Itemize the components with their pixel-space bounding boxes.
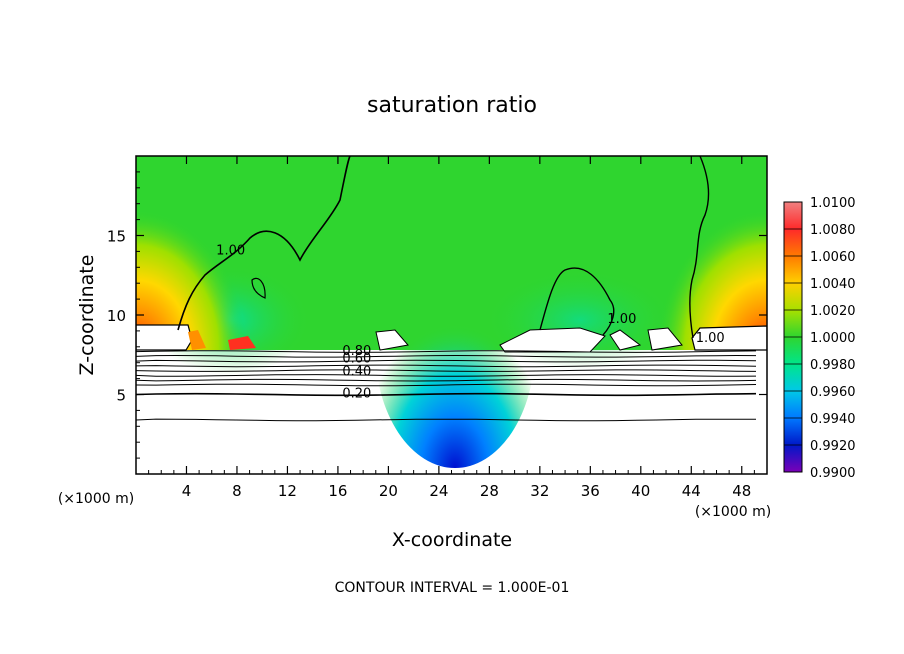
- contour-1-00-a: [177, 156, 351, 331]
- contour-label: 0.20: [342, 387, 371, 402]
- x-tick-label: 32: [530, 482, 549, 500]
- colorbar-labels: 1.0100 1.0080 1.0060 1.0040 1.0020 1.0000 0.99…: [784, 196, 856, 481]
- x-tick-label: 16: [328, 482, 347, 500]
- y-tick-label: 5: [116, 387, 126, 405]
- colorbar-label: 1.0100: [810, 196, 856, 211]
- contour-line: [136, 418, 757, 422]
- contour-line: [136, 378, 757, 382]
- red-patch-2: [188, 330, 206, 350]
- x-tick-label: 28: [480, 482, 499, 500]
- y-tick-label: 10: [107, 307, 126, 325]
- contour-line: [136, 364, 757, 368]
- x-tick-label: 44: [682, 482, 701, 500]
- contour-label: 0.80: [342, 344, 371, 359]
- contour-line: [136, 374, 757, 377]
- contour-line: [136, 359, 757, 363]
- contour-line: [136, 350, 757, 353]
- contour-label: 1.00: [216, 244, 245, 259]
- blue-minimum: [375, 228, 535, 468]
- x-tick-label: 20: [379, 482, 398, 500]
- contour-line: [136, 354, 757, 358]
- low-contours: [136, 350, 757, 422]
- y-axis-label: Z-coordinate: [76, 255, 98, 376]
- contour-1-00-c: [689, 156, 710, 339]
- x-tick-label: 24: [429, 482, 448, 500]
- y-ticks: 5 10 15: [107, 171, 767, 459]
- plot-area: [136, 156, 767, 474]
- colorbar-label: 1.0020: [810, 304, 856, 319]
- colorbar-label: 0.9940: [810, 412, 856, 427]
- contour-labels: 1.00 1.00 1.00 0.800.600.40 0.20: [216, 244, 725, 402]
- colorbar-label: 0.9960: [810, 385, 856, 400]
- contour-label: 1.00: [607, 312, 636, 327]
- red-patch-1: [228, 336, 256, 350]
- x-tick-label: 12: [278, 482, 297, 500]
- cloud-mid-2: [499, 327, 606, 353]
- contour-1-00-d: [251, 277, 266, 299]
- contour-label: 0.40: [342, 364, 371, 379]
- colorbar-label: 1.0080: [810, 223, 856, 238]
- x-tick-label: 40: [631, 482, 650, 500]
- contour-line: [136, 369, 757, 372]
- contour-1-00-b: [539, 267, 615, 336]
- colorbar-label: 1.0060: [810, 250, 856, 265]
- x-tick-label: 4: [182, 482, 192, 500]
- x-axis-label: X-coordinate: [392, 529, 512, 551]
- colorbar-label: 0.9980: [810, 358, 856, 373]
- colorbar-label: 1.0040: [810, 277, 856, 292]
- cloud-left: [136, 324, 193, 351]
- contour-interval-footer: CONTOUR INTERVAL = 1.000E-01: [335, 580, 570, 596]
- contour-label: 1.00: [696, 331, 725, 346]
- chart-title: saturation ratio: [367, 93, 537, 118]
- contour-label: 0.60: [342, 352, 371, 367]
- cloud-mid-3: [609, 329, 642, 351]
- cloud-mid-4: [647, 327, 683, 351]
- y-tick-label: 15: [107, 228, 126, 246]
- contour-line: [136, 383, 757, 387]
- contour-line: [136, 392, 757, 397]
- x-tick-label: 8: [232, 482, 242, 500]
- cloud-mid-1: [375, 329, 409, 351]
- x-unit-right: (×1000 m): [695, 504, 771, 520]
- x-tick-label: 48: [732, 482, 751, 500]
- colorbar-label: 1.0000: [810, 331, 856, 346]
- x-unit-left: (×1000 m): [58, 491, 134, 507]
- colorbar-label: 0.9920: [810, 439, 856, 454]
- x-ticks: 4 8 12 16 20 24 28 32 36 40 44 48: [148, 156, 755, 500]
- colorbar-label: 0.9900: [810, 466, 856, 481]
- x-tick-label: 36: [581, 482, 600, 500]
